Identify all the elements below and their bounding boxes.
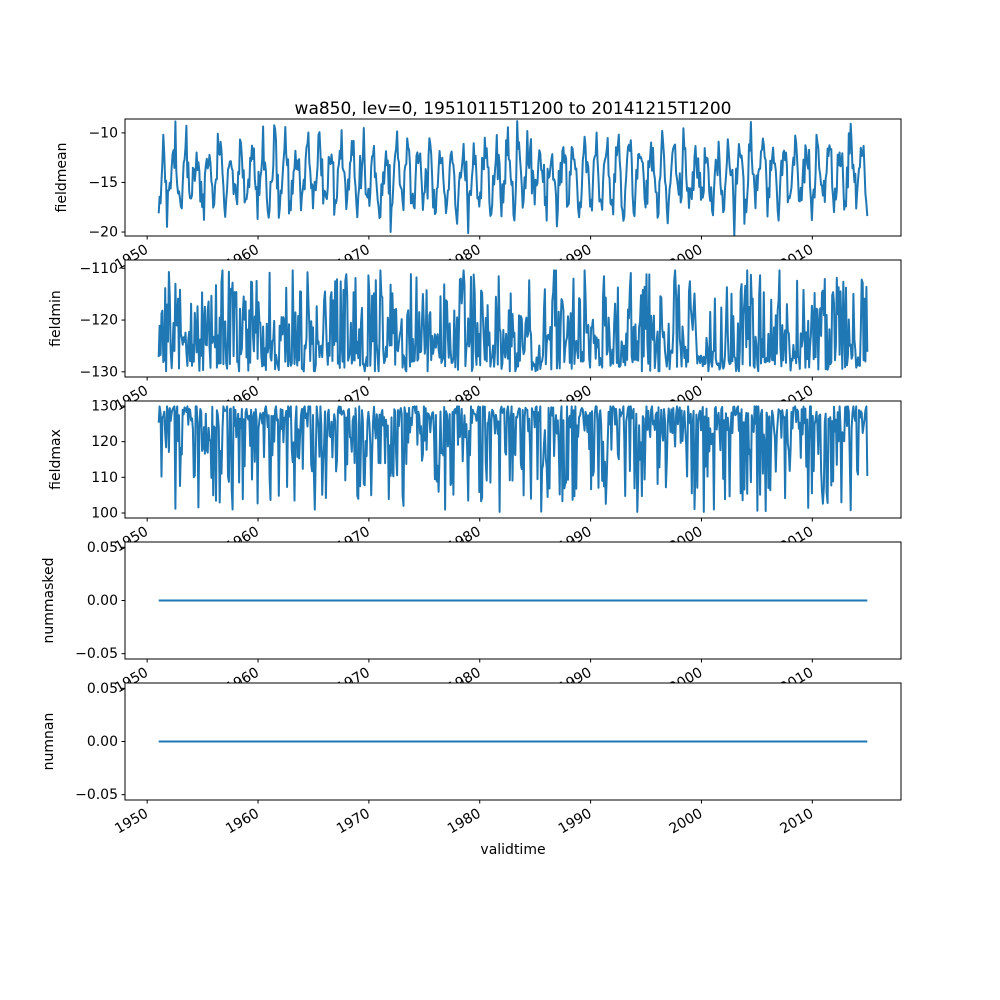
y-tick-label: 100: [91, 505, 118, 521]
axes-background: [125, 119, 901, 236]
y-tick-label: 120: [91, 434, 118, 450]
subplot-fieldmean: 1950 1960 1970 1980 1990 2000 2010−10−15−20fie…: [54, 118, 902, 273]
y-ticks: 0.05 0.00 −0.05: [75, 681, 125, 803]
axes-box: [124, 259, 902, 378]
y-axis-label-fieldmax: fieldmax: [48, 429, 64, 490]
x-tick-label: 1970: [334, 806, 373, 838]
subplot-numnan: 1950 1960 1970 1980 1990 2000 2010 0.05 0.00 −0.0…: [41, 681, 902, 837]
y-tick-label: 0.00: [87, 734, 118, 750]
x-axis-label: validtime: [480, 842, 546, 858]
y-tick-label: 130: [91, 398, 118, 414]
y-tick-label: −15: [88, 175, 118, 191]
y-tick-label: −120: [80, 313, 118, 329]
y-tick-label: −110: [80, 261, 118, 277]
line-fieldmean: [157, 120, 869, 236]
subplot-fieldmax: 1950 1960 1970 1980 1990 2000 2010130120110100…: [48, 398, 902, 555]
subplot-nummasked: 1950 1960 1970 1980 1990 2000 20100.050.00−0.0…: [41, 540, 902, 696]
y-ticks: −110 −120 −130: [80, 261, 125, 380]
x-tick-label: 1950: [112, 806, 151, 838]
y-tick-label: 110: [91, 470, 118, 486]
axes-box: [124, 118, 902, 237]
axes-box: [124, 400, 902, 519]
x-tick-label: 2000: [667, 806, 706, 838]
x-tick-label: 1980: [445, 806, 484, 838]
subplot-fieldmin: 1950 1960 1970 1980 1990 2000 2010−110−120−130…: [48, 259, 902, 414]
x-ticks: 1950 1960 1970 1980 1990 2000 2010: [112, 800, 816, 837]
y-axis-label-nummasked: nummasked: [41, 557, 57, 643]
y-tick-label: 0.05: [87, 681, 118, 697]
y-tick-label: −0.05: [75, 787, 118, 803]
y-tick-label: −20: [88, 225, 118, 241]
y-ticks: −10 −15 −20: [88, 125, 125, 241]
line-fieldmax: [157, 405, 869, 513]
y-ticks: 0.05 0.00 −0.05: [75, 540, 125, 662]
chart-title: wa850, lev=0, 19510115T1200 to 20141215T…: [294, 99, 732, 119]
line-fieldmin: [157, 269, 869, 373]
y-tick-label: −10: [88, 125, 118, 141]
y-axis-label-fieldmean: fieldmean: [54, 143, 70, 213]
y-ticks: 130 120 110 100: [91, 398, 125, 521]
y-tick-label: −0.05: [75, 646, 118, 662]
y-axis-label-fieldmin: fieldmin: [48, 290, 64, 347]
y-tick-label: 0.05: [87, 540, 118, 556]
y-tick-label: 0.00: [87, 593, 118, 609]
y-tick-label: −130: [80, 364, 118, 380]
x-tick-label: 1960: [223, 806, 262, 838]
y-axis-label-numnan: numnan: [41, 713, 57, 771]
x-tick-label: 2010: [777, 806, 816, 838]
x-tick-label: 1990: [556, 806, 595, 838]
